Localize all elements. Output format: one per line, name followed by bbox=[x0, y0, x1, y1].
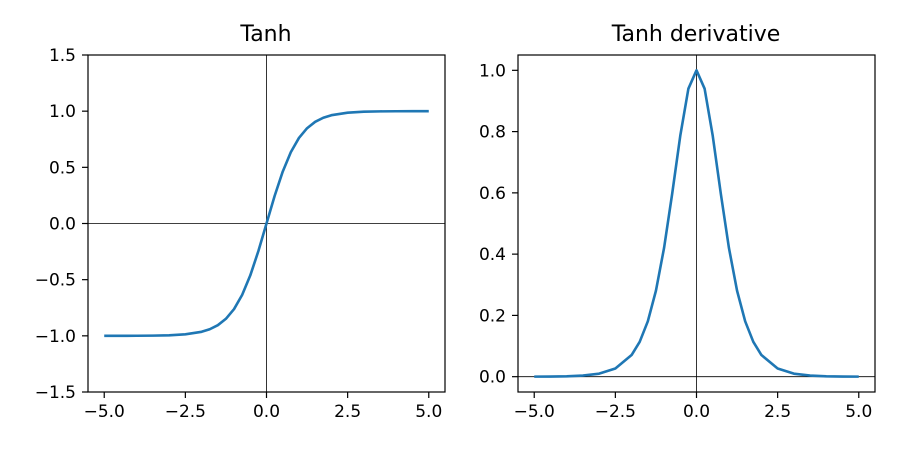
y-tick-label: 0.2 bbox=[479, 306, 506, 326]
y-tick-label: −1.0 bbox=[35, 327, 76, 347]
x-tick-label: −2.5 bbox=[595, 402, 636, 422]
x-tick-label: 5.0 bbox=[845, 402, 872, 422]
y-tick-label: −0.5 bbox=[35, 271, 76, 291]
chart-panel-tanh-derivative: Tanh derivative −5.0 −2.5 0.0 2.5 5.0 0.0 0.2 0… bbox=[479, 22, 876, 422]
x-tick-label: 0.0 bbox=[683, 402, 710, 422]
y-tick-label: 1.5 bbox=[49, 46, 76, 66]
chart-title: Tanh bbox=[239, 22, 291, 47]
y-tick-label: 1.0 bbox=[49, 102, 76, 122]
x-tick-label: −5.0 bbox=[514, 402, 555, 422]
chart-panel-tanh: Tanh −5.0 −2.5 0.0 2.5 5.0 −1.5 −1.0 −0.5 0.0 0.5… bbox=[35, 22, 446, 422]
series-line bbox=[104, 109, 429, 338]
y-tick-label: 1.0 bbox=[479, 61, 506, 81]
x-tick-label: 2.5 bbox=[334, 402, 361, 422]
y-tick-label: 0.0 bbox=[49, 215, 76, 235]
x-tick-label: 2.5 bbox=[764, 402, 791, 422]
y-tick-label: 0.4 bbox=[479, 245, 506, 265]
y-tick-label: −1.5 bbox=[35, 383, 76, 403]
x-tick-label: −2.5 bbox=[165, 402, 206, 422]
y-tick-label: 0.5 bbox=[49, 158, 76, 178]
y-tick-label: 0.8 bbox=[479, 123, 506, 143]
y-tick-label: 0.0 bbox=[479, 368, 506, 388]
x-tick-label: 0.0 bbox=[253, 402, 280, 422]
x-tick-label: −5.0 bbox=[84, 402, 125, 422]
chart-title: Tanh derivative bbox=[611, 22, 781, 47]
x-tick-label: 5.0 bbox=[415, 402, 442, 422]
series-line bbox=[534, 69, 859, 378]
y-tick-label: 0.6 bbox=[479, 184, 506, 204]
